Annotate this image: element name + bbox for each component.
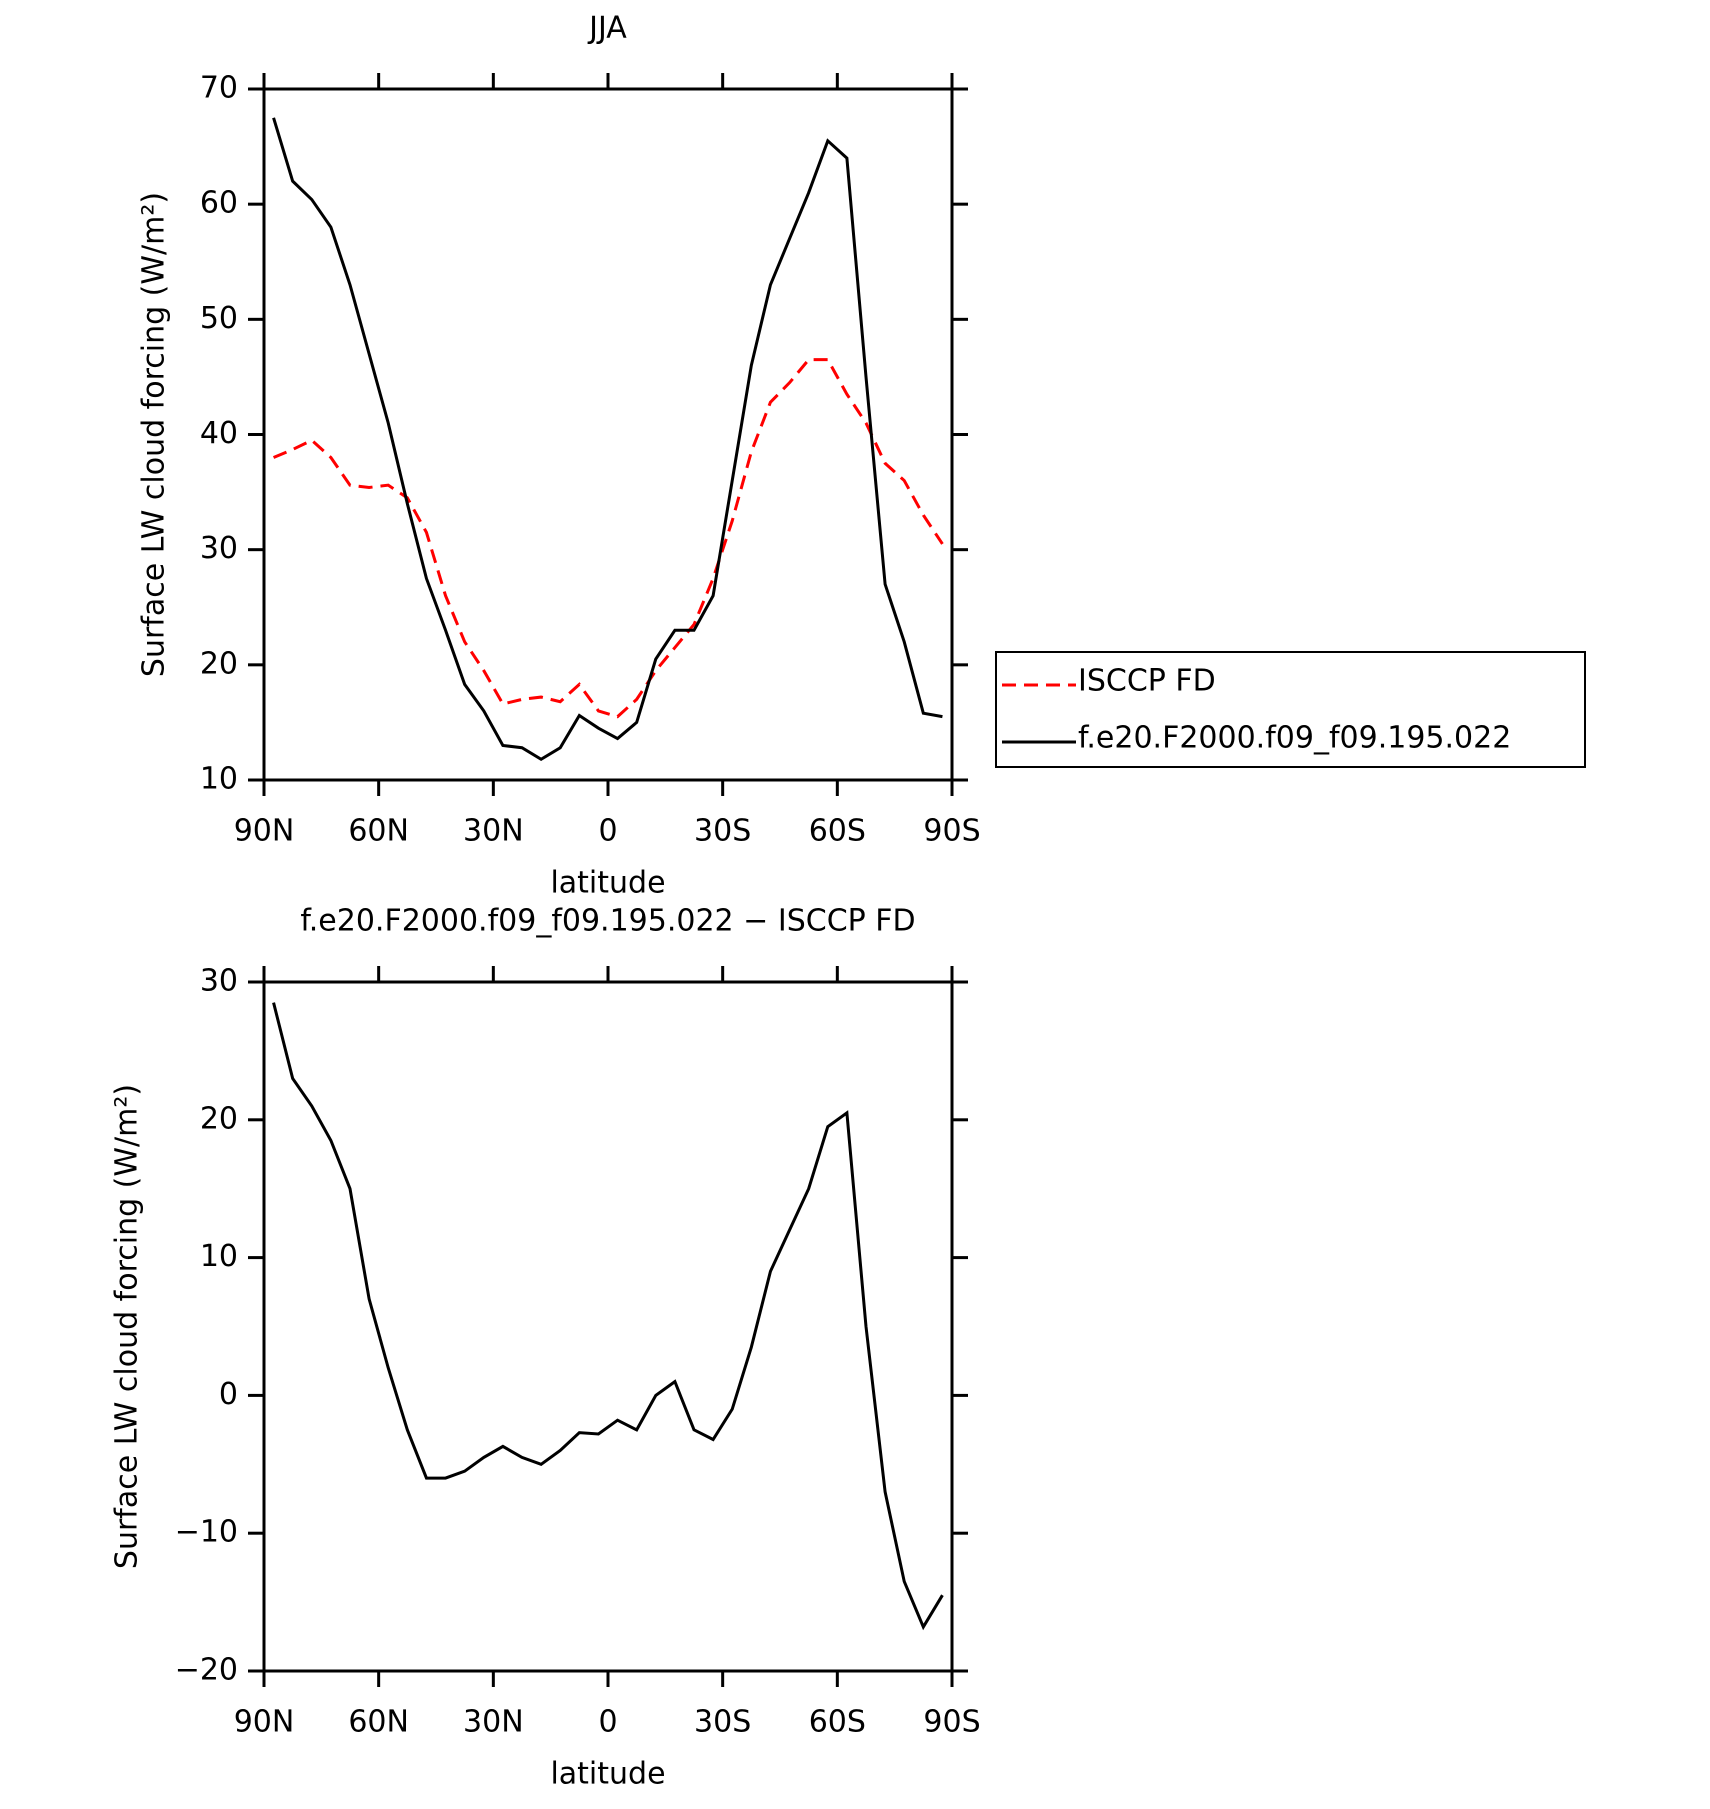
y-axis-label: Surface LW cloud forcing (W/m²) <box>137 192 172 677</box>
y-tick-label: 70 <box>200 71 238 106</box>
legend-box <box>995 651 1586 768</box>
y-tick-label: 40 <box>200 416 238 451</box>
y-tick-label: 30 <box>200 531 238 566</box>
y-axis-label: Surface LW cloud forcing (W/m²) <box>110 1084 145 1569</box>
y-tick-label: 10 <box>200 762 238 797</box>
y-tick-label: −10 <box>175 1515 238 1550</box>
x-tick-label: 90S <box>923 814 980 849</box>
x-tick-label: 30S <box>694 814 751 849</box>
x-tick-label: 0 <box>598 814 617 849</box>
y-tick-label: 20 <box>200 1101 238 1136</box>
x-tick-label: 90S <box>923 1705 980 1740</box>
plot-frame <box>262 980 954 1673</box>
y-tick-label: −20 <box>175 1653 238 1688</box>
x-axis-label: latitude <box>550 866 665 901</box>
x-tick-label: 30N <box>463 1705 524 1740</box>
chart-title: f.e20.F2000.f09_f09.195.022 − ISCCP FD <box>300 904 915 939</box>
x-tick-label: 30N <box>463 814 524 849</box>
legend-label: ISCCP FD <box>1078 664 1216 699</box>
x-tick-label: 90N <box>234 814 295 849</box>
y-tick-label: 0 <box>219 1377 238 1412</box>
x-tick-label: 60S <box>809 1705 866 1740</box>
x-tick-label: 60N <box>348 1705 409 1740</box>
y-tick-label: 50 <box>200 301 238 336</box>
legend-label: f.e20.F2000.f09_f09.195.022 <box>1078 721 1511 756</box>
x-tick-label: 30S <box>694 1705 751 1740</box>
y-tick-label: 30 <box>200 964 238 999</box>
data-line <box>272 1002 944 1631</box>
y-tick-label: 60 <box>200 186 238 221</box>
x-tick-label: 60S <box>809 814 866 849</box>
y-tick-label: 10 <box>200 1239 238 1274</box>
x-tick-label: 0 <box>598 1705 617 1740</box>
y-tick-label: 20 <box>200 646 238 681</box>
x-tick-label: 60N <box>348 814 409 849</box>
data-line <box>272 358 944 719</box>
x-tick-label: 90N <box>234 1705 295 1740</box>
x-axis-label: latitude <box>550 1757 665 1792</box>
chart-title: JJA <box>587 11 627 46</box>
data-line <box>272 117 943 762</box>
